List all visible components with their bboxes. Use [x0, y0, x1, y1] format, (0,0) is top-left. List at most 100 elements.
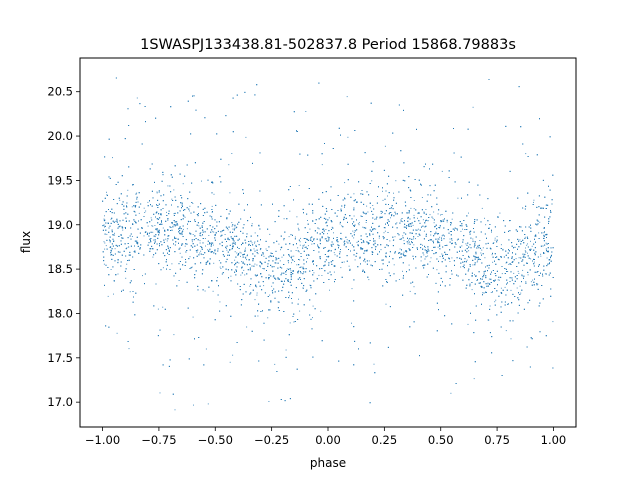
data-point	[539, 221, 541, 223]
data-point	[150, 217, 152, 219]
data-point	[250, 216, 251, 218]
data-point	[485, 224, 487, 226]
data-point	[274, 363, 276, 365]
data-point	[426, 252, 428, 254]
data-point	[508, 263, 510, 265]
data-point	[513, 272, 515, 274]
data-point	[292, 259, 294, 261]
data-point	[545, 242, 547, 244]
data-point	[239, 286, 241, 287]
data-point	[254, 241, 256, 243]
data-point	[449, 231, 451, 232]
data-point	[324, 238, 326, 240]
data-point	[492, 256, 494, 258]
data-point	[482, 292, 484, 294]
data-point	[235, 227, 237, 229]
data-point	[321, 268, 323, 269]
data-point	[436, 269, 438, 271]
data-point	[374, 246, 376, 248]
data-point	[538, 232, 540, 234]
data-point	[543, 232, 545, 234]
data-point	[328, 217, 330, 219]
data-point	[442, 219, 444, 221]
data-point	[265, 277, 267, 279]
data-point	[333, 252, 335, 254]
data-point	[191, 241, 193, 243]
data-point	[321, 164, 323, 166]
data-point	[372, 243, 374, 245]
data-point	[511, 256, 513, 258]
data-point	[219, 301, 221, 303]
data-point	[131, 206, 133, 208]
data-point	[373, 363, 375, 365]
data-point	[174, 224, 176, 226]
data-point	[456, 239, 458, 241]
data-point	[390, 217, 391, 219]
data-point	[489, 305, 491, 307]
data-point	[258, 244, 260, 246]
data-point	[433, 219, 435, 221]
data-point	[285, 349, 287, 351]
data-point	[299, 259, 301, 261]
data-point	[356, 241, 358, 243]
data-point	[402, 235, 404, 237]
data-point	[520, 292, 522, 294]
data-point	[305, 238, 307, 239]
data-point	[103, 263, 105, 265]
data-point	[167, 247, 169, 249]
data-point	[239, 251, 241, 253]
data-point	[104, 215, 105, 217]
data-point	[257, 315, 259, 317]
data-point	[230, 315, 232, 317]
data-point	[521, 275, 523, 277]
data-point	[460, 266, 462, 268]
data-point	[438, 238, 440, 240]
data-point	[238, 262, 240, 264]
data-point	[545, 248, 547, 250]
data-point	[544, 273, 546, 275]
data-point	[289, 295, 290, 297]
data-point	[358, 222, 360, 224]
data-point	[437, 213, 439, 215]
data-point	[415, 238, 416, 240]
data-point	[144, 273, 146, 275]
data-point	[318, 228, 320, 230]
data-point	[227, 229, 229, 231]
data-point	[515, 258, 517, 260]
data-point	[232, 354, 234, 356]
data-point	[111, 231, 113, 233]
data-point	[348, 265, 350, 267]
data-point	[201, 180, 202, 182]
data-point	[297, 227, 299, 229]
data-point	[116, 221, 118, 223]
data-point	[536, 284, 538, 286]
data-point	[540, 255, 542, 257]
data-point	[524, 236, 526, 238]
data-point	[488, 283, 490, 284]
data-point	[126, 247, 128, 249]
data-point	[451, 238, 453, 240]
data-point	[440, 214, 441, 216]
data-point	[117, 260, 119, 262]
data-point	[103, 218, 105, 220]
data-point	[265, 248, 267, 250]
data-point	[478, 271, 480, 273]
data-point	[289, 210, 291, 212]
data-point	[243, 269, 245, 271]
data-point	[352, 230, 354, 232]
data-point	[518, 257, 520, 259]
data-point	[504, 286, 506, 288]
data-point	[346, 96, 348, 98]
data-point	[422, 244, 423, 246]
data-point	[224, 238, 226, 240]
data-point	[219, 176, 221, 178]
data-point	[520, 257, 522, 259]
data-point	[340, 267, 342, 269]
data-point	[197, 222, 199, 224]
data-point	[424, 249, 426, 251]
data-point	[192, 316, 194, 318]
data-point	[254, 255, 256, 257]
data-point	[380, 213, 382, 214]
data-point	[245, 247, 246, 249]
data-point	[413, 244, 415, 246]
